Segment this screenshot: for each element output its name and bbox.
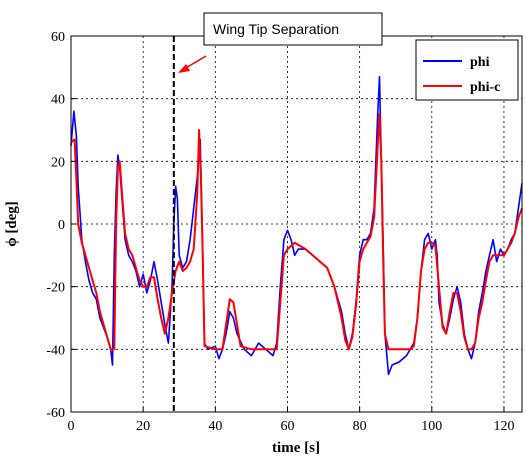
y-tick-label: 20 [51, 155, 65, 170]
y-axis-label: ϕ [deg] [4, 201, 20, 247]
x-tick-label: 0 [68, 419, 75, 434]
x-tick-label: 20 [136, 419, 150, 434]
legend-box [415, 39, 519, 101]
y-tick-label: -20 [46, 281, 65, 296]
legend-label-phi: phi [470, 55, 490, 70]
y-tick-label: 40 [51, 93, 65, 108]
x-axis-label: time [s] [272, 440, 320, 456]
series-layer [70, 75, 523, 376]
legend: phi phi-c [415, 39, 519, 101]
legend-label-phi-c: phi-c [470, 80, 500, 95]
series-line-phi-c [70, 113, 523, 351]
x-tick-label: 120 [493, 419, 514, 434]
y-tick-label: -40 [46, 343, 65, 358]
ticks: 0 20 40 60 80 100 120 -60 -40 -20 0 20 40 60 [46, 30, 514, 434]
annotation-box [203, 12, 383, 46]
x-tick-label: 100 [421, 419, 442, 434]
x-tick-label: 40 [208, 419, 222, 434]
y-tick-label: 60 [51, 30, 65, 45]
y-tick-label: -60 [46, 406, 65, 421]
y-tick-label: 0 [58, 218, 65, 233]
x-tick-label: 60 [280, 419, 294, 434]
x-tick-label: 80 [353, 419, 367, 434]
annotation-arrow [178, 55, 207, 73]
annotation-text: Wing Tip Separation [213, 21, 339, 37]
